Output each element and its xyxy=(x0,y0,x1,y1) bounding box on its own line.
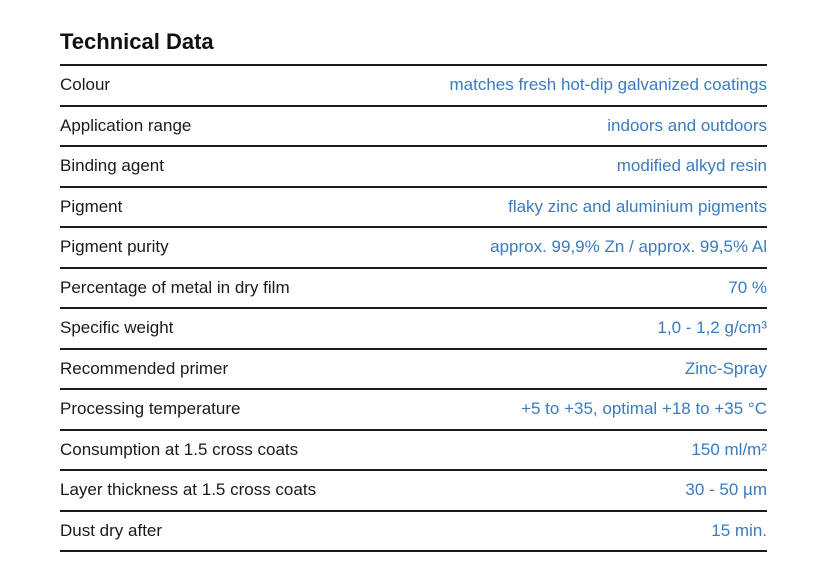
row-label: Recommended primer xyxy=(60,358,229,378)
row-value: 150 ml/m² xyxy=(691,439,767,459)
table-row: Specific weight 1,0 - 1,2 g/cm³ xyxy=(60,309,767,350)
table-row: Percentage of metal in dry film 70 % xyxy=(60,269,767,309)
row-value: 70 % xyxy=(728,277,767,297)
row-label: Binding agent xyxy=(60,156,164,176)
table-row: Processing temperature +5 to +35, optima… xyxy=(60,390,767,431)
row-label: Pigment purity xyxy=(60,237,169,257)
technical-data-section: Technical Data Colour matches fresh hot-… xyxy=(60,28,767,552)
row-label: Pigment xyxy=(60,196,123,216)
table-row: Pigment flaky zinc and aluminium pigment… xyxy=(60,188,767,228)
table-row: Pigment purity approx. 99,9% Zn / approx… xyxy=(60,228,767,269)
table-row: Layer thickness at 1.5 cross coats 30 - … xyxy=(60,471,767,512)
row-value: 30 - 50 µm xyxy=(685,480,767,500)
row-value: 15 min. xyxy=(711,520,767,540)
section-title: Technical Data xyxy=(60,29,214,54)
table-row: Dust dry after 15 min. xyxy=(60,512,767,552)
table-row: Consumption at 1.5 cross coats 150 ml/m² xyxy=(60,431,767,471)
row-label: Processing temperature xyxy=(60,399,241,419)
row-value: flaky zinc and aluminium pigments xyxy=(508,196,767,216)
row-value: approx. 99,9% Zn / approx. 99,5% Al xyxy=(490,237,767,257)
row-label: Layer thickness at 1.5 cross coats xyxy=(60,480,317,500)
row-value: +5 to +35, optimal +18 to +35 °C xyxy=(521,399,767,419)
row-label: Colour xyxy=(60,75,111,95)
row-label: Specific weight xyxy=(60,318,174,338)
row-label: Consumption at 1.5 cross coats xyxy=(60,439,299,459)
table-row: Recommended primer Zinc-Spray xyxy=(60,350,767,390)
table-row: Application range indoors and outdoors xyxy=(60,107,767,147)
table-row: Binding agent modified alkyd resin xyxy=(60,147,767,188)
row-label: Application range xyxy=(60,115,192,135)
technical-data-table: Colour matches fresh hot-dip galvanized … xyxy=(60,64,767,552)
row-value: matches fresh hot-dip galvanized coating… xyxy=(449,75,767,95)
table-row: Colour matches fresh hot-dip galvanized … xyxy=(60,66,767,107)
row-value: indoors and outdoors xyxy=(607,115,767,135)
row-value: Zinc-Spray xyxy=(684,358,767,378)
row-label: Dust dry after xyxy=(60,520,163,540)
row-label: Percentage of metal in dry film xyxy=(60,277,290,297)
row-value: 1,0 - 1,2 g/cm³ xyxy=(657,318,767,338)
row-value: modified alkyd resin xyxy=(616,156,767,176)
